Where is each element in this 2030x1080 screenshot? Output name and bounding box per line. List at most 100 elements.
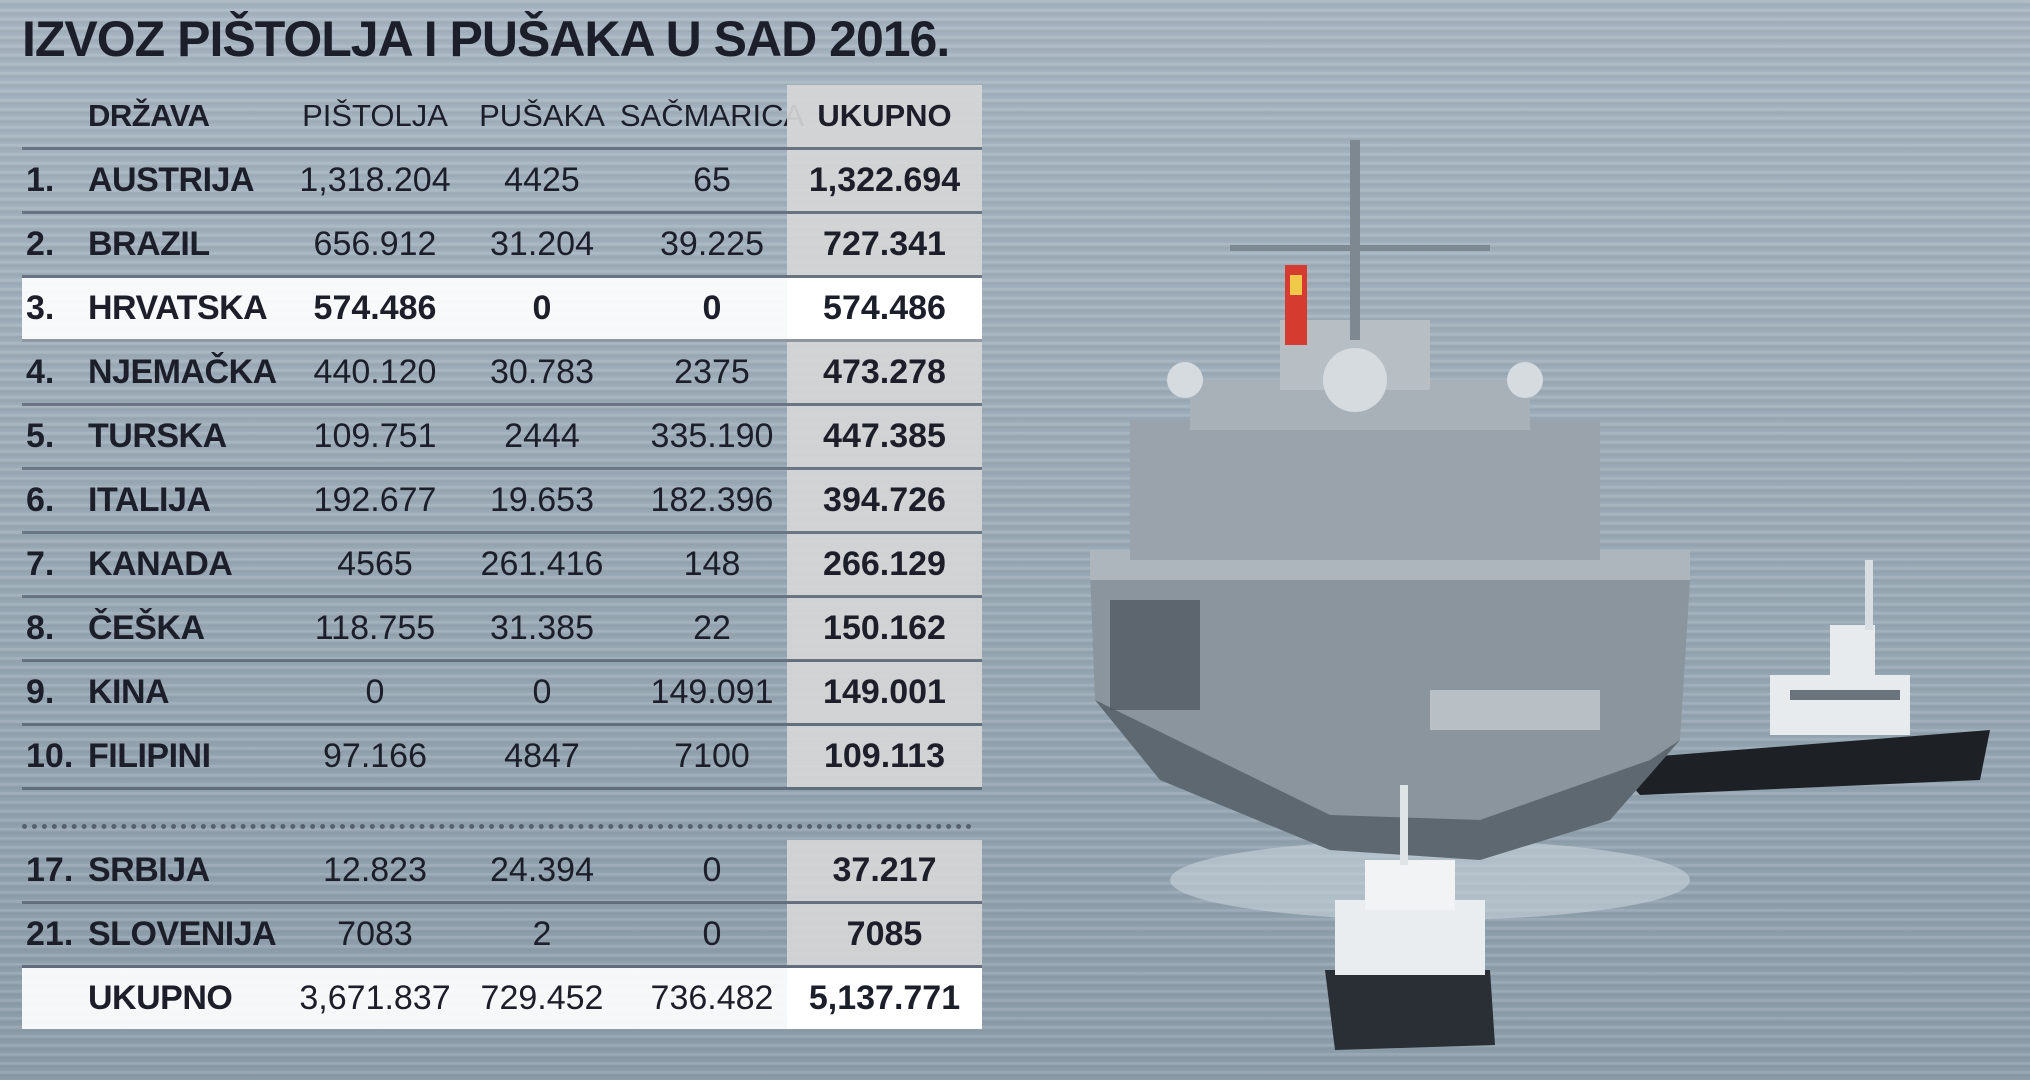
cell-sacmarica: 148 (683, 545, 741, 583)
cell-sacmarica: 7100 (674, 737, 750, 775)
cell-rank: 6. (26, 481, 55, 519)
header-pistolja: PIŠTOLJA (302, 98, 448, 133)
cell-ukupno: 149.001 (787, 662, 982, 723)
header-pusaka: PUŠAKA (479, 98, 605, 133)
cell-sacmarica: 0 (702, 289, 722, 327)
extra-rows: 17. SRBIJA 12.823 24.394 0 37.217 21. SLOVENIJA… (22, 840, 982, 968)
chart-title: IZVOZ PIŠTOLJA I PUŠAKA U SAD 2016. (22, 11, 950, 67)
cell-ukupno: 574.486 (787, 278, 982, 339)
cell-pusaka: 30.783 (490, 353, 594, 391)
table-row: 4. NJEMAČKA 440.120 30.783 2375 473.278 (22, 342, 982, 406)
cell-ukupno: 1,322.694 (787, 150, 982, 211)
cell-pistolja: 118.755 (314, 609, 436, 647)
cell-pistolja: 1,318.204 (299, 161, 451, 199)
cell-ukupno: 727.341 (787, 214, 982, 275)
total-rank (26, 968, 86, 1029)
cell-country: KINA (88, 673, 170, 711)
cell-ukupno: 37.217 (787, 840, 982, 901)
cell-sacmarica: 149.091 (650, 673, 774, 711)
cell-ukupno: 473.278 (787, 342, 982, 403)
cell-sacmarica: 0 (702, 915, 722, 953)
table-row: 2. BRAZIL 656.912 31.204 39.225 727.341 (22, 214, 982, 278)
main-rows: 1. AUSTRIJA 1,318.204 4425 65 1,322.694 2. BRAZ… (22, 150, 982, 790)
cell-rank: 8. (26, 609, 55, 647)
total-pistolja: 3,671.837 (299, 979, 451, 1017)
cell-rank: 9. (26, 673, 55, 711)
cell-pistolja: 0 (365, 673, 385, 711)
cell-pusaka: 19.653 (490, 481, 594, 519)
cell-ukupno: 394.726 (787, 470, 982, 531)
total-sacmarica: 736.482 (650, 979, 774, 1017)
cell-ukupno: 109.113 (787, 726, 982, 787)
table-row: 3. HRVATSKA 574.486 0 0 574.486 (22, 278, 982, 342)
table-row: 6. ITALIJA 192.677 19.653 182.396 394.726 (22, 470, 982, 534)
cell-country: SRBIJA (88, 851, 210, 889)
cell-pusaka: 0 (532, 289, 552, 327)
cell-rank: 10. (26, 737, 74, 775)
cell-sacmarica: 2375 (674, 353, 750, 391)
cell-sacmarica: 182.396 (650, 481, 774, 519)
cell-rank: 17. (26, 851, 74, 889)
cell-pistolja: 109.751 (313, 417, 437, 455)
cell-ukupno: 447.385 (787, 406, 982, 467)
cell-pusaka: 24.394 (490, 851, 594, 889)
cell-rank: 21. (26, 915, 74, 953)
cell-ukupno: 266.129 (787, 534, 982, 595)
table-row: 1. AUSTRIJA 1,318.204 4425 65 1,322.694 (22, 150, 982, 214)
table-row: 9. KINA 0 0 149.091 149.001 (22, 662, 982, 726)
cell-country: AUSTRIJA (88, 161, 255, 199)
tugboat-icon (1325, 785, 1495, 1050)
cell-pusaka: 4847 (504, 737, 580, 775)
cell-pusaka: 261.416 (480, 545, 604, 583)
cell-rank: 7. (26, 545, 55, 583)
cell-country: TURSKA (88, 417, 227, 455)
cell-country: SLOVENIJA (88, 915, 277, 953)
header-rank (26, 85, 86, 147)
header-country: DRŽAVA (88, 98, 210, 133)
cell-pusaka: 31.204 (490, 225, 594, 263)
cell-pistolja: 7083 (337, 915, 413, 953)
cell-pistolja: 192.677 (313, 481, 437, 519)
cell-pusaka: 2 (532, 915, 552, 953)
table-row: 17. SRBIJA 12.823 24.394 0 37.217 (22, 840, 982, 904)
cell-country: ITALIJA (88, 481, 211, 519)
cell-sacmarica: 65 (693, 161, 731, 199)
header-ukupno: UKUPNO (787, 85, 982, 147)
cell-country: FILIPINI (88, 737, 211, 775)
table-row: 21. SLOVENIJA 7083 2 0 7085 (22, 904, 982, 968)
cell-country: ČEŠKA (88, 609, 205, 647)
export-table: DRŽAVA PIŠTOLJA PUŠAKA SAČMARICA UKUPNO … (22, 85, 982, 1029)
table-row: 5. TURSKA 109.751 2444 335.190 447.385 (22, 406, 982, 470)
cell-pusaka: 4425 (504, 161, 580, 199)
dotted-line (22, 824, 972, 829)
header-sacmarica: SAČMARICA (619, 98, 805, 133)
cell-sacmarica: 0 (702, 851, 722, 889)
cell-pistolja: 574.486 (313, 289, 437, 327)
cell-rank: 3. (26, 289, 55, 327)
cell-pistolja: 97.166 (323, 737, 427, 775)
cell-pusaka: 0 (532, 673, 552, 711)
total-row: UKUPNO 3,671.837 729.452 736.482 5,137.7… (22, 968, 982, 1029)
cell-pusaka: 2444 (504, 417, 580, 455)
table-row: 8. ČEŠKA 118.755 31.385 22 150.162 (22, 598, 982, 662)
cell-country: BRAZIL (88, 225, 210, 263)
cell-country: NJEMAČKA (88, 353, 277, 391)
cell-ukupno: 150.162 (787, 598, 982, 659)
table-row: 7. KANADA 4565 261.416 148 266.129 (22, 534, 982, 598)
cell-rank: 1. (26, 161, 55, 199)
cell-country: HRVATSKA (88, 289, 268, 327)
ship-icon (1090, 140, 1690, 860)
cell-pistolja: 12.823 (323, 851, 427, 889)
cell-pusaka: 31.385 (490, 609, 594, 647)
tugboat-icon (1610, 560, 1990, 795)
cell-rank: 2. (26, 225, 55, 263)
total-pusaka: 729.452 (480, 979, 604, 1017)
total-ukupno: 5,137.771 (787, 968, 982, 1029)
cell-ukupno: 7085 (787, 904, 982, 965)
cell-country: KANADA (88, 545, 233, 583)
cell-rank: 4. (26, 353, 55, 391)
gap-separator (22, 790, 982, 840)
total-label: UKUPNO (88, 979, 233, 1017)
cell-pistolja: 656.912 (313, 225, 437, 263)
